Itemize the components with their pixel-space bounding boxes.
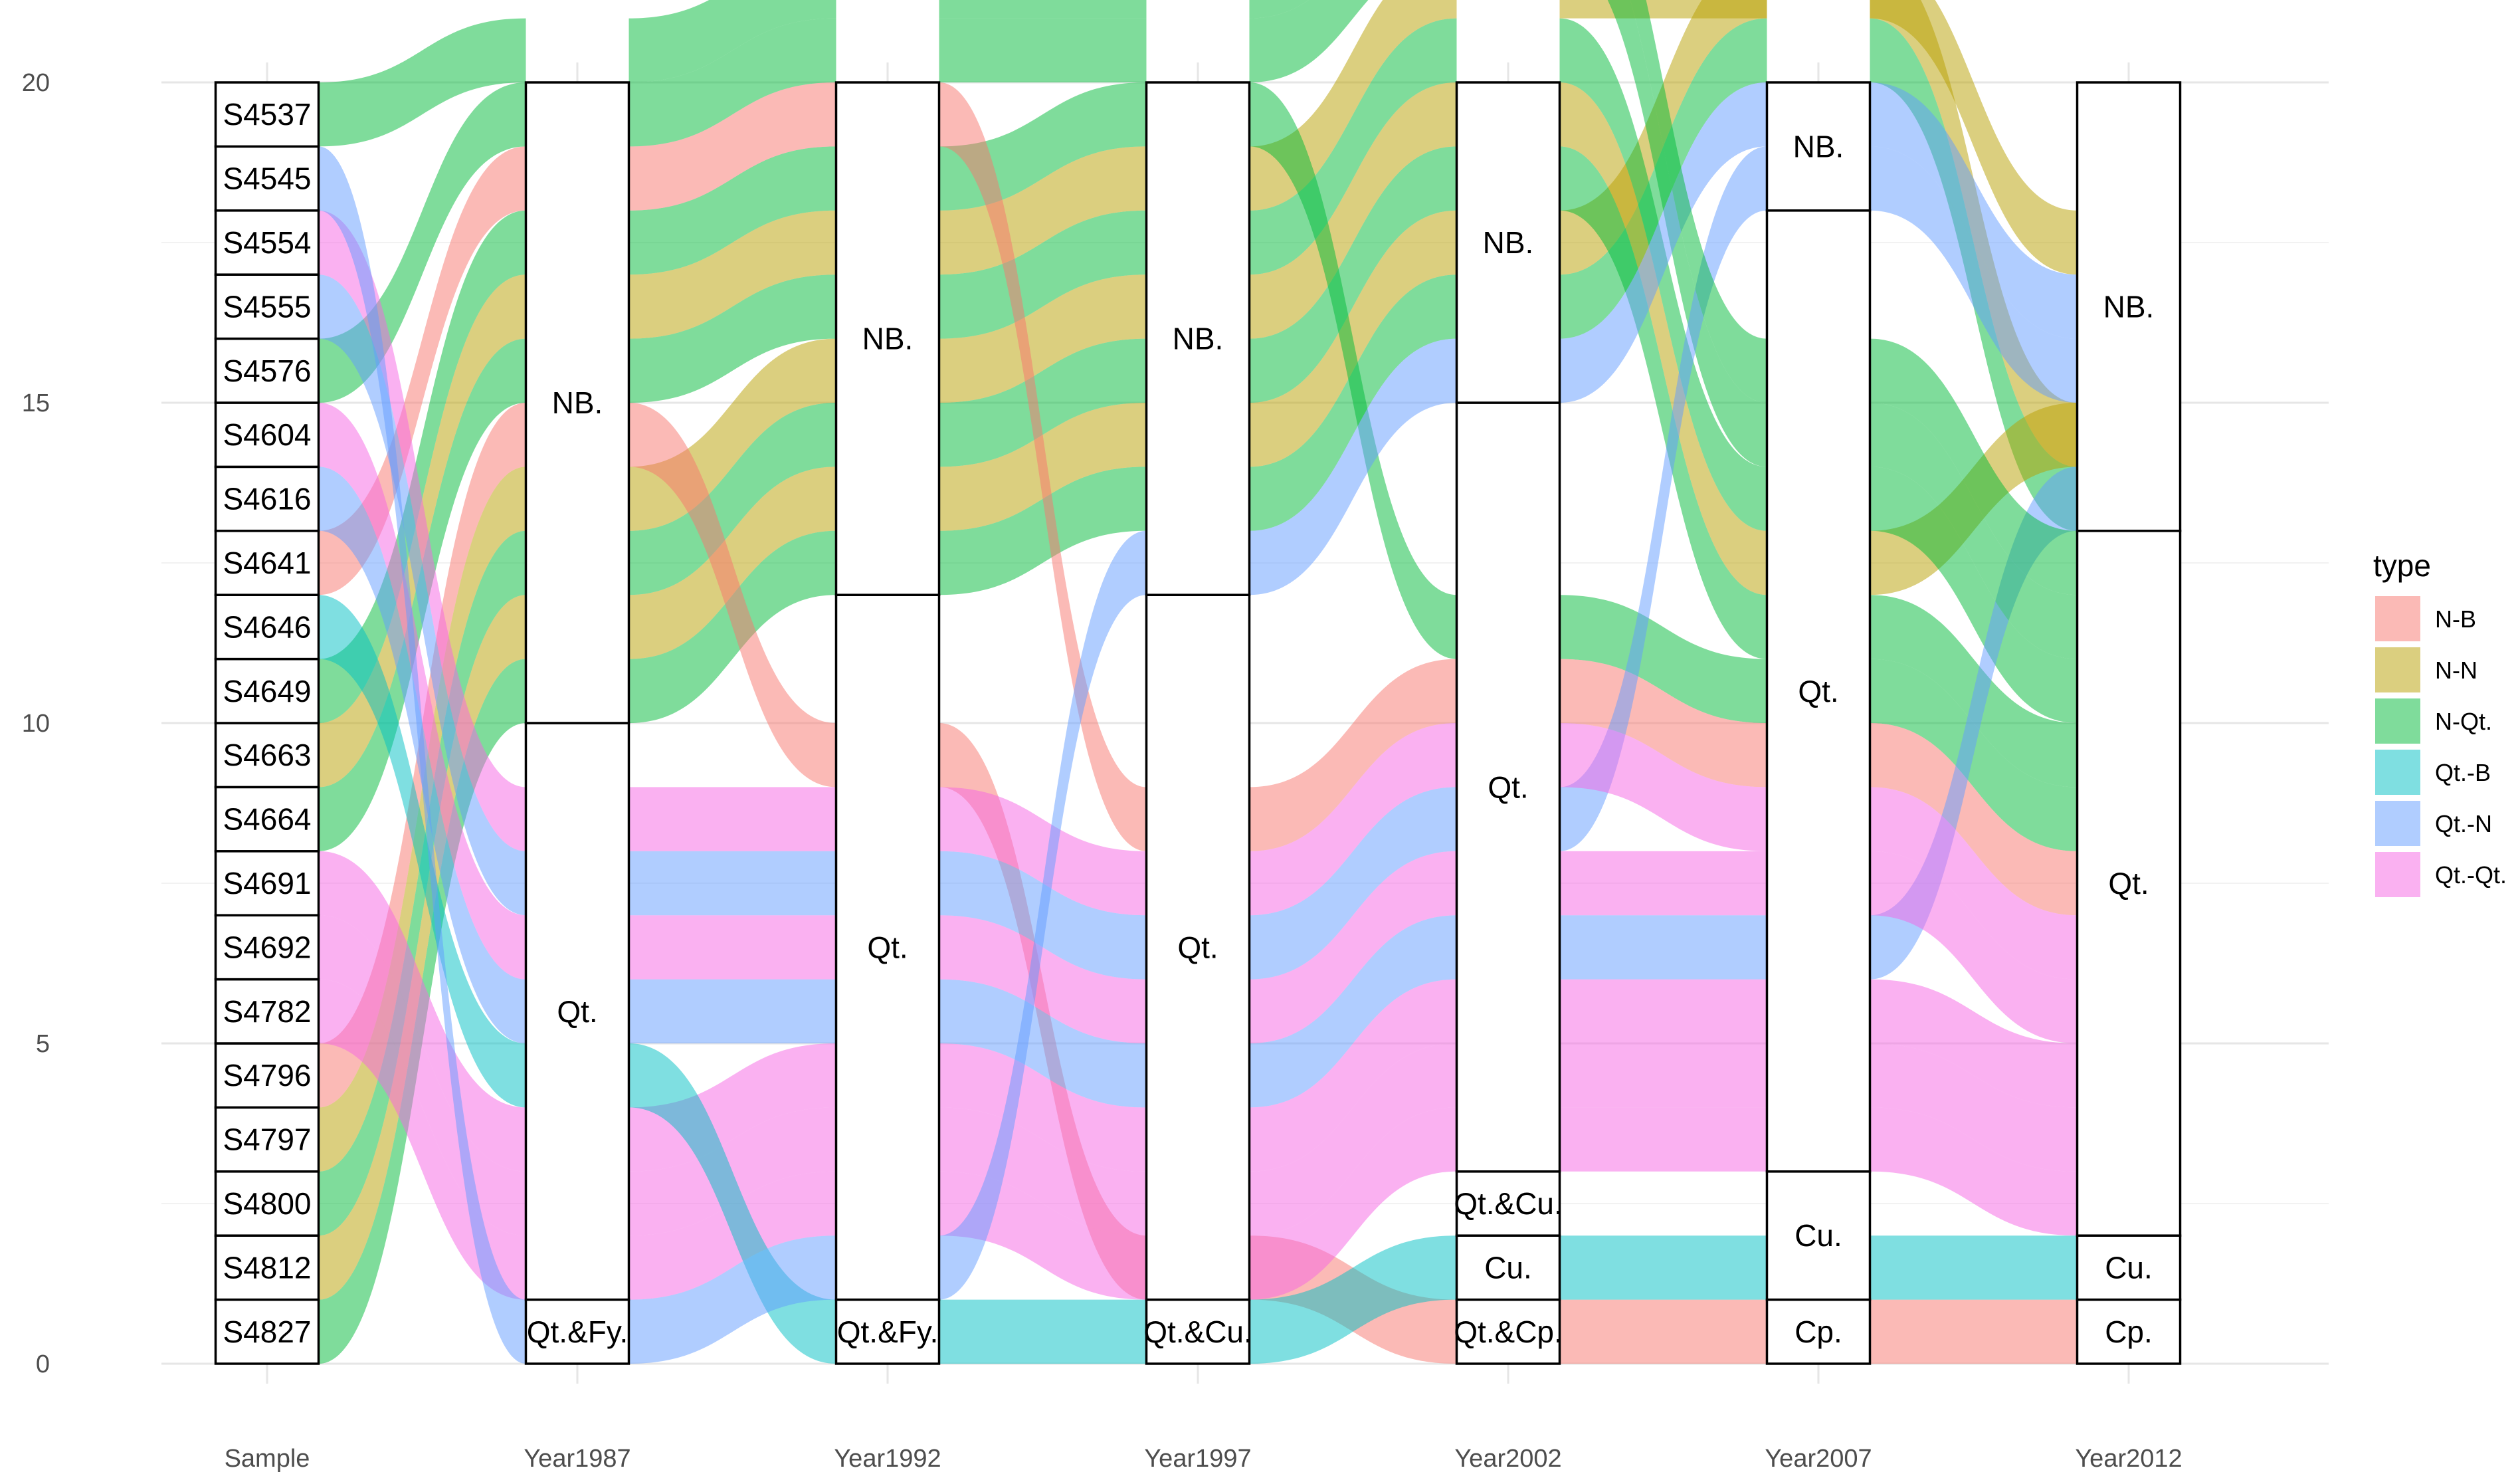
stratum-label: S4646 <box>223 609 311 644</box>
stratum-label: S4782 <box>223 994 311 1029</box>
legend-label: N-B <box>2435 605 2476 633</box>
stratum-label: Cu. <box>1794 1218 1842 1253</box>
stratum-label: S4692 <box>223 930 311 964</box>
legend-swatch-N-Qt. <box>2375 698 2420 744</box>
legend-swatch-Qt.-N <box>2375 801 2420 846</box>
legend-swatch-Qt.-Qt. <box>2375 852 2420 897</box>
stratum-label: S4664 <box>223 802 311 837</box>
stratum-label: Qt. <box>1798 674 1838 708</box>
stratum-label: Qt. <box>557 994 597 1029</box>
stratum-label: Qt.&Fy. <box>527 1315 629 1349</box>
flow-S4646-4 <box>1560 1235 1767 1299</box>
stratum-label: NB. <box>862 322 914 356</box>
stratum-label: Qt. <box>867 930 908 964</box>
stratum-label: S4555 <box>223 289 311 324</box>
flow-S4663-4 <box>1560 0 1767 19</box>
flow-S4796-5 <box>1870 1300 2078 1364</box>
stratum-label: Qt. <box>1177 930 1218 964</box>
flow-S4604-4 <box>1560 851 1767 915</box>
flow-S4782-4 <box>1560 1107 1767 1171</box>
flow-S4692-4 <box>1560 1043 1767 1107</box>
stratum-label: NB. <box>2103 289 2155 324</box>
x-tick-label: Year2012 <box>2075 1445 2182 1473</box>
flow-S4691-4 <box>1560 980 1767 1043</box>
stratum-label: S4663 <box>223 738 311 772</box>
legend-swatch-Qt.-B <box>2375 750 2420 795</box>
x-tick-label: Year1997 <box>1144 1445 1251 1473</box>
stratum-label: S4576 <box>223 354 311 388</box>
legend-swatch-N-B <box>2375 596 2420 641</box>
legend-title: type <box>2373 548 2431 583</box>
stratum-label: Qt.&Cp. <box>1454 1315 1563 1349</box>
stratum-label: S4641 <box>223 546 311 580</box>
stratum-label: NB. <box>1793 129 1844 163</box>
stratum-label: NB. <box>1483 225 1534 260</box>
x-tick-label: Year2002 <box>1454 1445 1561 1473</box>
legend-label: Qt.-N <box>2435 810 2492 837</box>
legend-swatch-N-N <box>2375 647 2420 692</box>
stratum-label: Cp. <box>2105 1315 2153 1349</box>
stratum-label: Qt.&Fy. <box>837 1315 939 1349</box>
stratum-label: Cu. <box>1484 1250 1532 1285</box>
y-tick-label: 10 <box>22 710 50 738</box>
stratum-label: Cp. <box>1794 1315 1842 1349</box>
flow-S4796-4 <box>1560 1300 1767 1364</box>
y-axis: 0 5 10 15 20 <box>22 69 50 1378</box>
flow-S4616-4 <box>1560 915 1767 979</box>
stratum-label: S4554 <box>223 225 311 260</box>
stratum-label: S4616 <box>223 482 311 516</box>
y-tick-label: 0 <box>36 1350 50 1378</box>
legend: type N-B N-N N-Qt. Qt.-B Qt.-N Qt.-Qt. <box>2373 548 2507 897</box>
flow-S4604-1 <box>629 915 836 979</box>
y-tick-label: 15 <box>22 389 50 417</box>
x-tick-label: Year1987 <box>524 1445 630 1473</box>
stratum-label: S4691 <box>223 866 311 900</box>
flow-S4554-1 <box>629 787 836 851</box>
stratum-label: NB. <box>552 385 603 420</box>
x-tick-label: Sample <box>225 1445 310 1473</box>
flow-S4646-5 <box>1870 1235 2078 1299</box>
alluvial-chart: 0 5 10 15 20 S4827 S4812 S4800 S4797 S4796 S4782 S… <box>0 0 2520 1482</box>
stratum-label: S4604 <box>223 417 311 452</box>
flow-S4616-1 <box>629 980 836 1043</box>
stratum-label: Qt.&Cu. <box>1143 1315 1252 1349</box>
stratum-label: S4649 <box>223 674 311 708</box>
stratum-label: Qt. <box>2108 866 2149 900</box>
stratum-label: S4537 <box>223 97 311 132</box>
stratum-label: Cu. <box>2105 1250 2153 1285</box>
stratum-label: S4796 <box>223 1058 311 1093</box>
stratum-label: S4545 <box>223 161 311 196</box>
flow-S4555-1 <box>629 851 836 915</box>
y-tick-label: 5 <box>36 1030 50 1058</box>
x-tick-label: Year2007 <box>1765 1445 1872 1473</box>
stratum-label: Qt.&Cu. <box>1454 1186 1563 1221</box>
flow-S4576-2 <box>939 19 1147 82</box>
stratum-label: S4797 <box>223 1122 311 1157</box>
flow-S4537-2 <box>939 0 1147 19</box>
stratum-label: S4800 <box>223 1186 311 1221</box>
legend-label: Qt.-Qt. <box>2435 861 2507 889</box>
stratum-label: S4812 <box>223 1250 311 1285</box>
x-axis: Sample Year1987 Year1992 Year1997 Year2002 Ye… <box>225 1445 2182 1473</box>
stratum-label: S4827 <box>223 1315 311 1349</box>
y-tick-label: 20 <box>22 69 50 97</box>
legend-label: Qt.-B <box>2435 759 2491 786</box>
x-tick-label: Year1992 <box>834 1445 941 1473</box>
stratum-label: Qt. <box>1488 770 1528 804</box>
legend-label: N-N <box>2435 657 2477 684</box>
legend-label: N-Qt. <box>2435 708 2492 735</box>
stratum-label: NB. <box>1173 322 1224 356</box>
flow-S4646-2 <box>939 1300 1147 1364</box>
